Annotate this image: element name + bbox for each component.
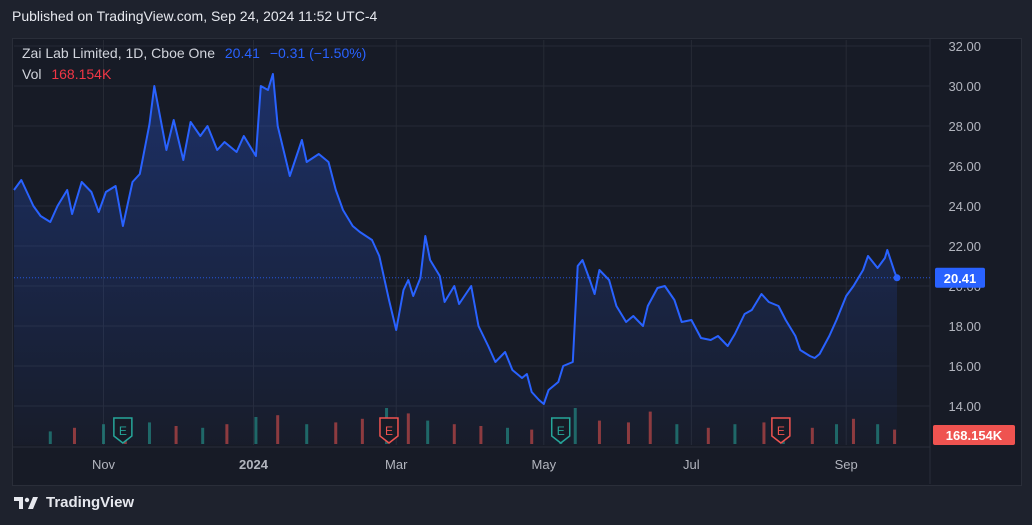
volume-bar — [573, 408, 577, 444]
volume-bar — [452, 424, 456, 444]
volume-bar — [893, 429, 897, 444]
last-price: 20.41 — [224, 45, 260, 61]
x-tick-label: 2024 — [239, 457, 269, 472]
volume-badge — [933, 425, 1015, 445]
volume-bar — [626, 422, 630, 444]
y-tick-label: 28.00 — [948, 119, 981, 134]
x-tick-label: Mar — [385, 457, 408, 472]
y-tick-label: 30.00 — [948, 79, 981, 94]
volume-bar — [762, 422, 766, 444]
volume-bar — [597, 420, 601, 444]
y-tick-label: 16.00 — [948, 359, 981, 374]
volume-bar — [254, 417, 258, 444]
volume-bar — [360, 418, 364, 444]
volume-bar — [72, 427, 76, 444]
volume-bar — [851, 418, 855, 444]
earnings-marker-label: E — [385, 424, 393, 438]
y-tick-label: 26.00 — [948, 159, 981, 174]
volume-bar — [810, 427, 814, 444]
volume-bar — [706, 427, 710, 444]
x-tick-label: May — [532, 457, 557, 472]
volume-label: Vol — [22, 66, 42, 82]
y-tick-label: 14.00 — [948, 399, 981, 414]
earnings-marker-label: E — [119, 424, 127, 438]
volume-bar — [147, 422, 151, 444]
volume-bar — [675, 424, 679, 444]
earnings-marker-label: E — [777, 424, 785, 438]
last-price-badge-text: 20.41 — [944, 271, 977, 286]
y-tick-label: 24.00 — [948, 199, 981, 214]
price-area — [14, 74, 897, 445]
volume-bar — [201, 427, 205, 444]
x-tick-label: Nov — [92, 457, 116, 472]
earnings-marker — [550, 417, 571, 444]
price-change: −0.31 (−1.50%) — [269, 45, 367, 61]
volume-bar — [530, 429, 534, 444]
last-price-dot — [893, 274, 901, 282]
volume-bar — [406, 413, 410, 444]
y-tick-label: 22.00 — [948, 239, 981, 254]
symbol-name: Zai Lab Limited, 1D, Cboe One — [22, 45, 215, 61]
brand-name: TradingView — [46, 494, 135, 511]
price-line — [13, 73, 898, 405]
volume-bar — [479, 426, 483, 444]
volume-bar — [48, 431, 52, 444]
volume-badge-text: 168.154K — [946, 428, 1003, 443]
volume-bar — [334, 422, 338, 444]
y-tick-label: 18.00 — [948, 319, 981, 334]
earnings-marker — [379, 417, 399, 444]
volume-bar — [174, 426, 178, 444]
earnings-marker-label: E — [557, 424, 565, 438]
x-tick-label: Jul — [683, 457, 700, 472]
volume-bar — [835, 424, 839, 444]
volume-bar — [102, 424, 106, 444]
symbol-legend: Zai Lab Limited, 1D, Cboe One 20.41 −0.3… — [22, 45, 366, 61]
tradingview-brand[interactable]: TradingView — [14, 494, 134, 511]
tradingview-logo-icon — [14, 496, 38, 509]
volume-bar — [225, 424, 229, 444]
price-axis — [930, 39, 1019, 484]
x-tick-label: Sep — [835, 457, 858, 472]
volume-bar — [648, 411, 652, 444]
volume-value: 168.154K — [51, 66, 112, 82]
volume-bar — [733, 424, 737, 444]
volume-bar — [305, 424, 309, 444]
volume-bar — [276, 415, 280, 444]
volume-bar — [506, 427, 510, 444]
earnings-marker — [771, 417, 791, 444]
volume-bar — [876, 424, 880, 444]
earnings-marker — [113, 417, 133, 444]
volume-legend: Vol 168.154K — [22, 66, 111, 82]
volume-bar — [426, 420, 430, 444]
y-tick-label: 32.00 — [948, 39, 981, 54]
last-price-badge — [935, 267, 985, 288]
published-header: Published on TradingView.com, Sep 24, 20… — [12, 8, 378, 24]
